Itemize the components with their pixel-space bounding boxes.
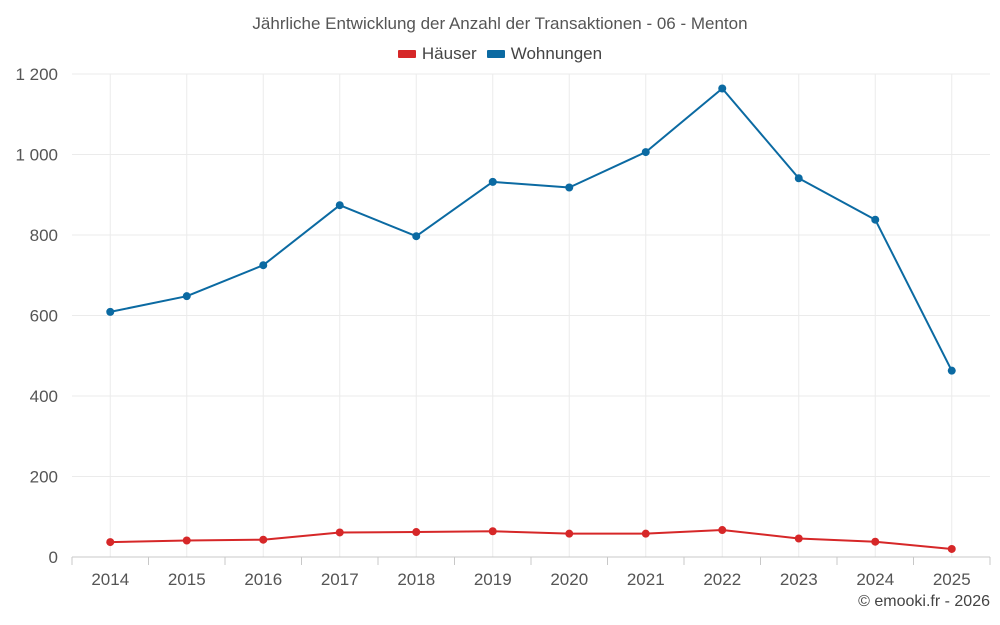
series-line-haeuser bbox=[110, 529, 952, 550]
legend-swatch-wohnungen bbox=[486, 50, 505, 58]
y-tick-label: 0 bbox=[49, 548, 58, 567]
legend-item-wohnungen[interactable]: Wohnungen bbox=[486, 44, 603, 64]
data-point-haeuser[interactable] bbox=[259, 535, 268, 544]
x-tick-label: 2020 bbox=[550, 570, 588, 589]
y-tick-label: 800 bbox=[30, 226, 58, 245]
chart-legend: Häuser Wohnungen bbox=[0, 44, 1000, 64]
y-tick-label: 600 bbox=[30, 307, 58, 326]
x-tick-label: 2023 bbox=[780, 570, 818, 589]
legend-label-haeuser: Häuser bbox=[421, 44, 477, 63]
data-point-haeuser[interactable] bbox=[488, 527, 497, 536]
legend-item-haeuser[interactable]: Häuser bbox=[397, 44, 477, 64]
data-point-haeuser[interactable] bbox=[947, 544, 956, 553]
x-tick-label: 2022 bbox=[703, 570, 741, 589]
x-tick-label: 2014 bbox=[91, 570, 129, 589]
data-point-wohnungen[interactable] bbox=[488, 177, 497, 186]
data-point-haeuser[interactable] bbox=[335, 528, 344, 537]
x-tick-label: 2015 bbox=[168, 570, 206, 589]
data-point-wohnungen[interactable] bbox=[641, 148, 650, 157]
credit-text: © emooki.fr - 2026 bbox=[858, 593, 990, 610]
x-tick-label: 2019 bbox=[474, 570, 512, 589]
data-point-wohnungen[interactable] bbox=[106, 307, 115, 316]
data-point-haeuser[interactable] bbox=[106, 538, 115, 547]
data-point-haeuser[interactable] bbox=[641, 529, 650, 538]
data-point-haeuser[interactable] bbox=[718, 526, 727, 535]
data-point-haeuser[interactable] bbox=[412, 528, 421, 537]
data-point-wohnungen[interactable] bbox=[871, 215, 880, 224]
series-line-wohnungen bbox=[110, 87, 953, 372]
data-point-wohnungen[interactable] bbox=[182, 292, 191, 301]
x-tick-label: 2025 bbox=[933, 570, 971, 589]
data-point-wohnungen[interactable] bbox=[412, 232, 421, 241]
data-point-haeuser[interactable] bbox=[871, 537, 880, 546]
legend-label-wohnungen: Wohnungen bbox=[510, 44, 603, 63]
data-point-wohnungen[interactable] bbox=[335, 201, 344, 210]
x-tick-label: 2018 bbox=[397, 570, 435, 589]
data-point-wohnungen[interactable] bbox=[565, 183, 574, 192]
data-point-haeuser[interactable] bbox=[794, 534, 803, 543]
data-point-haeuser[interactable] bbox=[182, 536, 191, 545]
y-tick-label: 1 000 bbox=[15, 146, 58, 165]
data-point-wohnungen[interactable] bbox=[259, 261, 268, 270]
y-tick-label: 200 bbox=[30, 468, 58, 487]
data-point-haeuser[interactable] bbox=[565, 529, 574, 538]
y-tick-label: 1 200 bbox=[15, 65, 58, 84]
x-tick-label: 2016 bbox=[244, 570, 282, 589]
chart-title: Jährliche Entwicklung der Anzahl der Tra… bbox=[252, 14, 748, 33]
x-tick-label: 2024 bbox=[856, 570, 894, 589]
x-tick-label: 2017 bbox=[321, 570, 359, 589]
y-tick-label: 400 bbox=[30, 387, 58, 406]
data-point-wohnungen[interactable] bbox=[718, 84, 727, 93]
data-point-wohnungen[interactable] bbox=[794, 174, 803, 183]
legend-swatch-haeuser bbox=[397, 50, 416, 58]
x-tick-label: 2021 bbox=[627, 570, 665, 589]
data-point-wohnungen[interactable] bbox=[947, 366, 956, 375]
